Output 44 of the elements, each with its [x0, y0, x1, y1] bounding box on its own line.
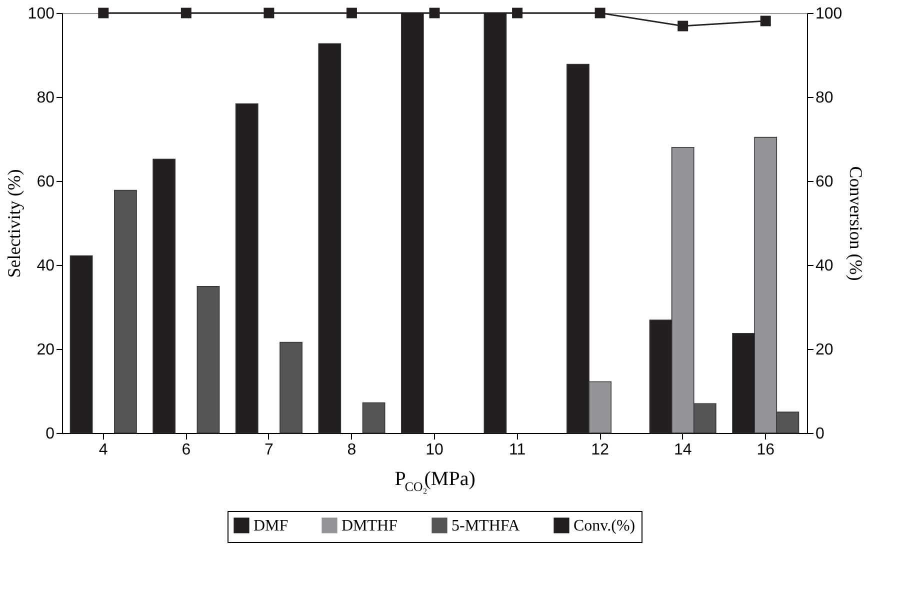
bar	[235, 103, 258, 434]
y-tick-label: 100	[28, 6, 55, 22]
point	[760, 16, 771, 26]
y-tick-label: 40	[36, 258, 55, 274]
legend-label: DMTHF	[342, 517, 398, 534]
bar	[196, 286, 220, 434]
bar	[114, 190, 137, 434]
y-tick-label: 80	[36, 90, 55, 106]
bar	[362, 402, 386, 434]
y-tick-label: 60	[36, 174, 55, 190]
y2-tick-label: 40	[816, 258, 834, 274]
point	[346, 8, 357, 18]
bar	[318, 43, 342, 434]
legend-label: Conv.(%)	[574, 517, 636, 534]
x-tick-label: 7	[264, 442, 274, 458]
x-tick-label: 6	[182, 442, 191, 458]
bar	[152, 158, 176, 434]
y2-tick-label: 20	[816, 342, 834, 358]
point	[264, 8, 274, 18]
point	[98, 8, 109, 18]
x-tick-label: 14	[674, 442, 692, 458]
y2-tick-label: 100	[816, 6, 842, 22]
y-axis-title: Selectivity (%)	[4, 169, 24, 278]
y2-tick-label: 0	[816, 426, 824, 442]
point	[594, 8, 606, 18]
x-tick-label: 16	[756, 442, 775, 458]
y2-tick-label: 80	[816, 90, 834, 106]
x-tick-label: 4	[98, 442, 108, 458]
x-tick-label: 11	[508, 442, 526, 458]
point	[512, 8, 523, 18]
legend-label: 5-MTHFA	[452, 517, 520, 534]
point	[678, 20, 688, 32]
x-tick-label: 10	[426, 442, 444, 458]
y2-axis-title: Conversion (%)	[846, 166, 866, 281]
x-tick-label: 8	[347, 442, 356, 458]
bar	[70, 255, 93, 434]
x-tick-label: 12	[591, 442, 610, 458]
y-tick-label: 0	[46, 426, 55, 442]
point	[429, 8, 440, 18]
y-tick-label: 20	[36, 342, 55, 358]
y2-tick-label: 60	[816, 174, 834, 190]
legend-label: DMF	[254, 517, 288, 534]
point	[180, 8, 192, 18]
bar	[280, 342, 302, 434]
